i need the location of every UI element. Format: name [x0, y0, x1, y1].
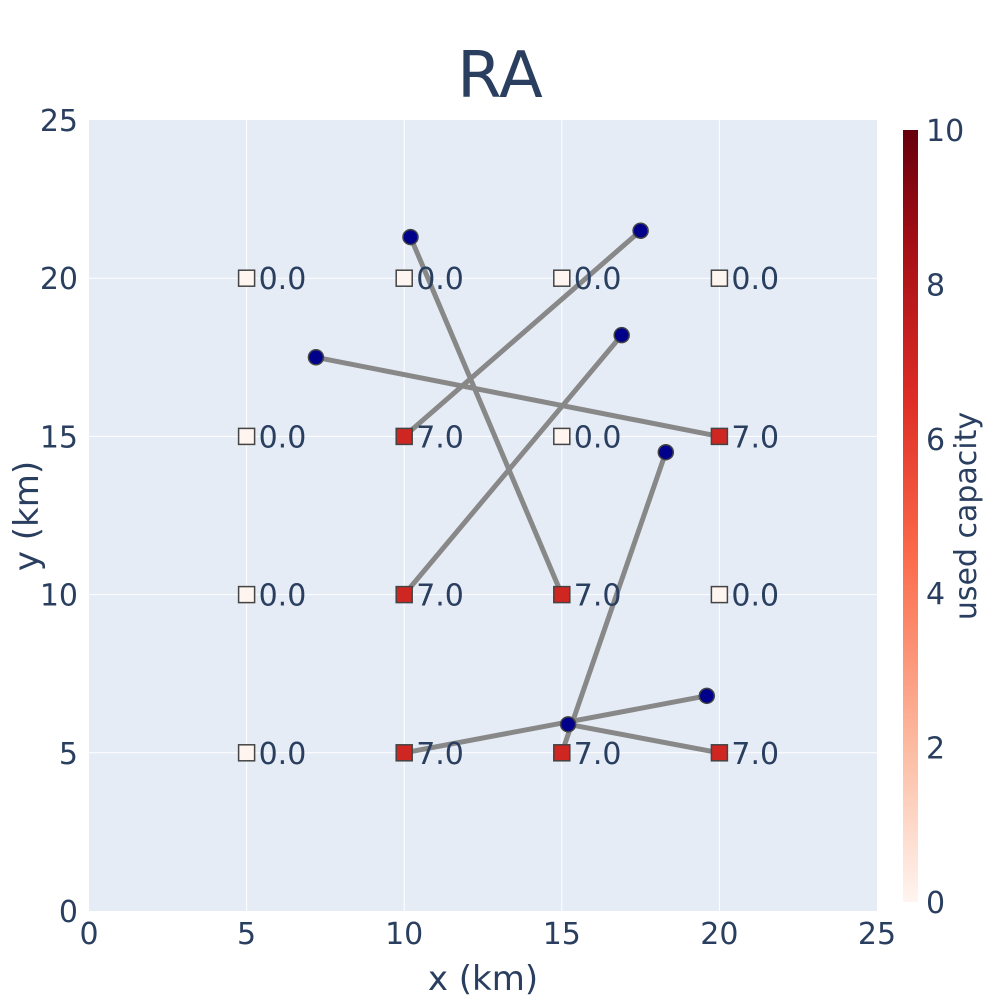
colorbar-title: used capacity: [949, 412, 984, 620]
assignment-line: [401, 332, 625, 598]
colorbar: [903, 130, 918, 902]
facility-capacity-label: 7.0: [416, 737, 464, 772]
facility-capacity-labels: 0.0 7.0 7.0 7.0 0.0 7.0 7.0 0.0 0.0 7.0 0.0 7.0 0.0 0…: [259, 262, 780, 772]
facility-marker: [395, 585, 413, 604]
x-tick-label: 0: [79, 917, 98, 952]
facility-capacity-label: 7.0: [731, 737, 779, 772]
facility-capacity-label: 0.0: [574, 262, 622, 297]
plot-area: [89, 120, 877, 911]
facility-marker: [237, 585, 256, 604]
demand-point-marker: [559, 716, 577, 733]
facility-capacity-label: 0.0: [259, 579, 307, 614]
facility-capacity-label: 7.0: [416, 579, 464, 614]
facility-marker: [237, 744, 256, 762]
colorbar-tick-label: 8: [926, 268, 945, 303]
y-tick-label: 10: [40, 579, 78, 614]
facility-marker: [395, 744, 413, 762]
x-tick-label: 20: [700, 917, 738, 952]
colorbar-tick-label: 4: [926, 577, 945, 612]
facility-capacity-label: 0.0: [574, 420, 622, 455]
demand-point-marker: [402, 228, 419, 246]
y-axis-ticks: 0 5 10 15 20 25: [40, 104, 78, 930]
facility-marker: [237, 427, 256, 446]
colorbar-tick-label: 0: [926, 886, 945, 921]
demand-point-marker: [698, 687, 716, 705]
y-tick-label: 20: [40, 262, 78, 297]
y-tick-label: 25: [40, 104, 78, 139]
colorbar-ticks: 0 2 4 6 8 10: [926, 114, 964, 921]
facility-marker: [710, 427, 729, 446]
facility-marker: [710, 585, 729, 604]
facility-marker: [395, 269, 413, 287]
assignment-line: [408, 234, 565, 598]
x-axis-ticks: 0 5 10 15 20 25: [79, 917, 896, 952]
x-tick-label: 25: [858, 917, 896, 952]
chart-title: RA: [457, 39, 543, 113]
assignment-line: [401, 693, 710, 756]
facility-marker: [710, 744, 729, 762]
facility-capacity-label: 0.0: [259, 737, 307, 772]
colorbar-tick-label: 6: [926, 423, 945, 458]
facility-capacity-label: 7.0: [731, 420, 779, 455]
demand-point-marker: [307, 349, 325, 366]
facility-markers: [237, 269, 729, 762]
facility-capacity-label: 7.0: [574, 579, 622, 614]
facility-marker: [710, 269, 729, 287]
facility-capacity-label: 0.0: [259, 420, 307, 455]
facility-marker: [553, 269, 571, 287]
facility-capacity-label: 0.0: [731, 262, 779, 297]
facility-marker: [237, 269, 256, 287]
assignment-line: [401, 228, 644, 439]
assignment-line: [559, 449, 669, 756]
colorbar-tick-label: 2: [926, 732, 945, 767]
x-axis-title: x (km): [428, 959, 538, 999]
assignment-lines: [313, 228, 722, 756]
facility-marker: [553, 585, 571, 604]
facility-marker: [553, 744, 571, 762]
facility-capacity-label: 7.0: [574, 737, 622, 772]
demand-point-marker: [613, 326, 630, 344]
x-tick-label: 10: [385, 917, 423, 952]
facility-capacity-label: 0.0: [259, 262, 307, 297]
facility-capacity-label: 0.0: [731, 579, 779, 614]
x-tick-label: 15: [543, 917, 581, 952]
y-tick-label: 0: [59, 895, 78, 930]
assignment-line: [313, 354, 722, 439]
facility-marker: [553, 427, 571, 446]
y-axis-title: y (km): [7, 461, 47, 571]
demand-point-marker: [657, 443, 675, 461]
y-tick-label: 5: [59, 737, 78, 772]
demand-point-markers: [307, 222, 716, 733]
colorbar-tick-label: 10: [926, 114, 964, 149]
facility-capacity-label: 7.0: [416, 420, 464, 455]
facility-capacity-label: 0.0: [416, 262, 464, 297]
demand-point-marker: [632, 222, 649, 239]
facility-marker: [395, 427, 413, 446]
x-tick-label: 5: [237, 917, 256, 952]
y-tick-label: 15: [40, 420, 78, 455]
assignment-line: [565, 721, 722, 756]
grid: [89, 120, 877, 911]
